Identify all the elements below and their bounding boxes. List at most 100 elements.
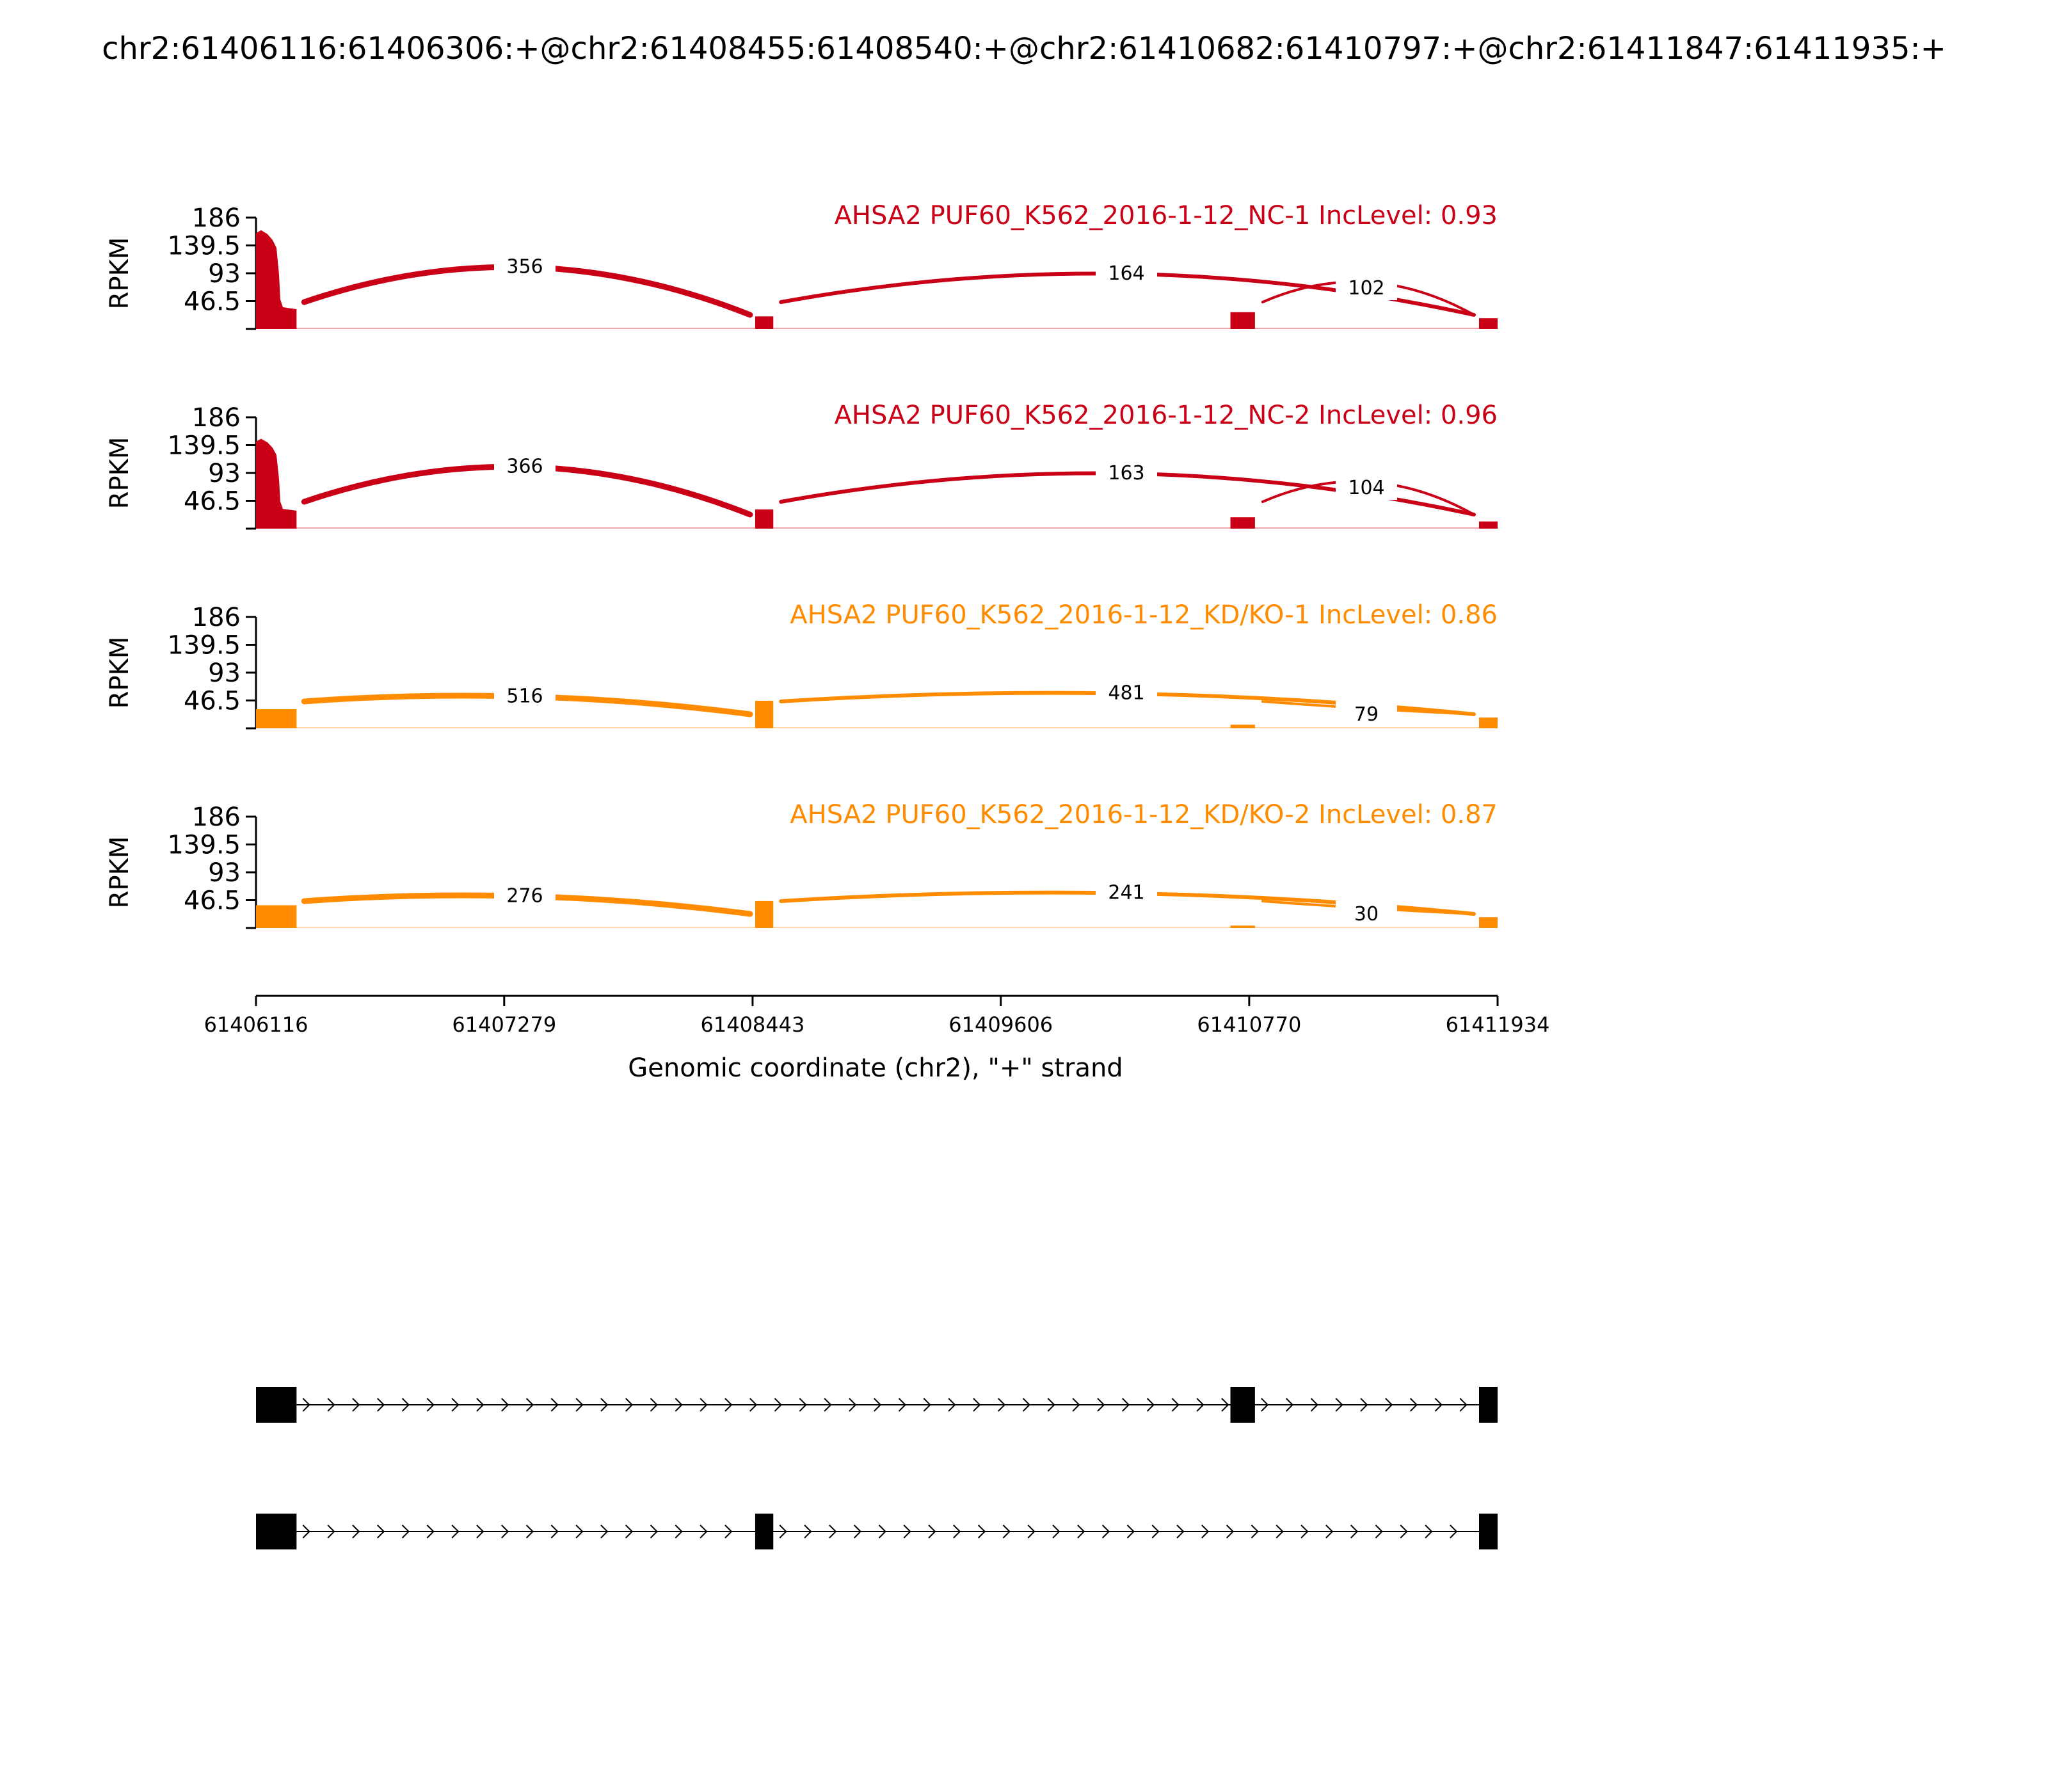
strand-chevron — [700, 1524, 708, 1539]
junction-count-label: 366 — [506, 456, 543, 478]
strand-chevron — [352, 1398, 360, 1412]
strand-chevron — [1047, 1398, 1055, 1412]
strand-chevron — [998, 1398, 1006, 1412]
strand-chevron — [1097, 1398, 1105, 1412]
y-tick-label: 139.5 — [167, 431, 241, 461]
strand-chevron — [1400, 1524, 1408, 1539]
y-tick-label: 139.5 — [167, 831, 241, 860]
exon-coverage-bar — [1478, 318, 1498, 329]
junction-count-label: 276 — [506, 884, 543, 907]
strand-chevron — [1002, 1524, 1011, 1539]
junction-label-bg — [1096, 879, 1157, 905]
junction-label-bg — [1096, 459, 1157, 485]
strand-chevron — [476, 1524, 484, 1539]
strand-chevron — [550, 1398, 559, 1412]
strand-chevron — [1226, 1524, 1235, 1539]
junction-label-bg — [494, 882, 556, 908]
exon-coverage-bar — [256, 709, 297, 728]
strand-chevron — [302, 1524, 310, 1539]
strand-chevron — [575, 1398, 584, 1412]
strand-chevron — [451, 1524, 460, 1539]
isoform-structures — [256, 1387, 1498, 1549]
strand-chevron — [1126, 1524, 1135, 1539]
junction-count-label: 104 — [1348, 477, 1384, 499]
strand-chevron — [451, 1398, 460, 1412]
x-axis: 61406116 61407279 61408443 61409606 61410770… — [204, 995, 1550, 1037]
strand-chevron — [1122, 1398, 1130, 1412]
exon-coverage-bar — [755, 316, 774, 329]
junction-count-label: 79 — [1354, 703, 1379, 726]
strand-chevron — [804, 1524, 812, 1539]
y-tick-label: 186 — [192, 803, 241, 832]
strand-chevron — [1196, 1398, 1204, 1412]
strand-chevron — [1251, 1524, 1259, 1539]
junction-count-label: 516 — [506, 685, 543, 707]
track-title: AHSA2 PUF60_K562_2016-1-12_NC-1 IncLevel… — [835, 201, 1498, 230]
strand-chevron — [1146, 1398, 1155, 1412]
strand-chevron — [1360, 1398, 1368, 1412]
strand-chevron — [1310, 1398, 1318, 1412]
y-tick-label: 186 — [192, 403, 241, 433]
x-tick-label: 61406116 — [204, 1012, 308, 1037]
y-tick-label: 46.5 — [184, 287, 241, 317]
y-tick-label: 46.5 — [184, 886, 241, 916]
junction-count-label: 481 — [1108, 682, 1144, 705]
exon-coverage-bar — [755, 900, 774, 928]
strand-chevron — [973, 1398, 981, 1412]
strand-chevron — [1201, 1524, 1210, 1539]
strand-chevron — [600, 1398, 609, 1412]
y-axis-label: RPKM — [105, 437, 134, 509]
y-tick-label: 93 — [208, 858, 241, 888]
strand-chevron — [1335, 1398, 1343, 1412]
junction-label-bg — [1096, 679, 1157, 705]
strand-chevron — [1385, 1398, 1393, 1412]
strand-chevron — [377, 1398, 385, 1412]
track-title: AHSA2 PUF60_K562_2016-1-12_KD/KO-2 IncLe… — [790, 800, 1498, 829]
strand-chevron — [426, 1398, 435, 1412]
strand-chevron — [675, 1398, 683, 1412]
junction-label-bg — [1336, 275, 1397, 301]
x-tick-label: 61410770 — [1197, 1012, 1301, 1037]
strand-chevron — [1072, 1398, 1080, 1412]
exon-box — [755, 1514, 774, 1549]
strand-chevron — [799, 1398, 807, 1412]
strand-chevron — [853, 1524, 862, 1539]
isoform-1 — [256, 1387, 1498, 1423]
exon-coverage-bar — [1230, 925, 1255, 928]
strand-chevron — [903, 1524, 911, 1539]
exon-box — [1230, 1387, 1255, 1423]
junction-label-bg — [1336, 900, 1397, 927]
y-axis-label: RPKM — [105, 637, 134, 709]
strand-chevron — [650, 1398, 658, 1412]
strand-chevron — [724, 1524, 733, 1539]
strand-chevron — [575, 1524, 584, 1539]
junction-label-bg — [1096, 259, 1157, 285]
y-tick-label: 46.5 — [184, 487, 241, 516]
strand-chevron — [923, 1398, 931, 1412]
exon-coverage-bar — [1478, 917, 1498, 928]
y-tick-label: 93 — [208, 459, 241, 488]
strand-chevron — [849, 1398, 857, 1412]
strand-chevron — [1022, 1398, 1030, 1412]
strand-chevron — [898, 1398, 906, 1412]
strand-chevron — [774, 1398, 782, 1412]
strand-chevron — [1221, 1398, 1229, 1412]
strand-chevron — [1375, 1524, 1383, 1539]
junction-count-label: 163 — [1108, 462, 1144, 484]
exon-coverage-bar — [256, 230, 297, 329]
exon-box — [256, 1387, 297, 1423]
x-tick-label: 61411934 — [1446, 1012, 1550, 1037]
strand-chevron — [600, 1524, 609, 1539]
strand-chevron — [625, 1524, 634, 1539]
x-tick-label: 61407279 — [452, 1012, 556, 1037]
junction-label-bg — [494, 253, 556, 279]
exon-box — [256, 1514, 297, 1549]
strand-chevron — [1276, 1524, 1284, 1539]
strand-chevron — [1261, 1398, 1269, 1412]
strand-chevron — [1052, 1524, 1060, 1539]
strand-chevron — [1101, 1524, 1110, 1539]
